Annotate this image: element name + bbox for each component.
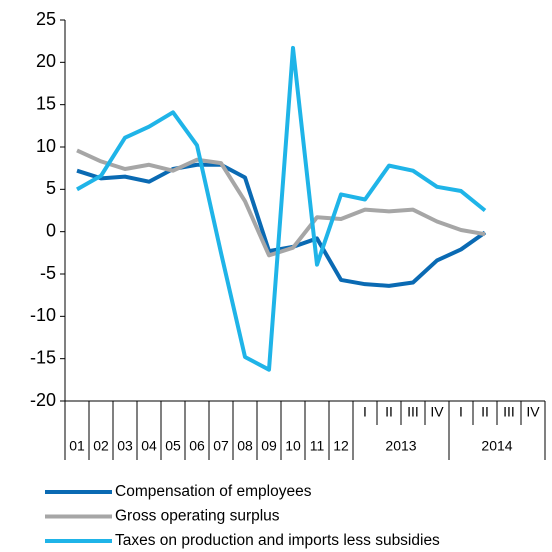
x-tick-label: 09: [261, 438, 277, 454]
x-tick-label: I: [459, 404, 463, 420]
x-tick-label: 11: [310, 438, 325, 454]
legend-label: Gross operating surplus: [115, 508, 280, 525]
x-tick-label: 10: [285, 438, 301, 454]
y-tick-label: -15: [30, 347, 56, 367]
y-tick-label: 10: [36, 136, 56, 156]
y-tick-label: -10: [30, 305, 56, 325]
x-tick-label: II: [481, 404, 489, 420]
y-tick-label: 5: [46, 178, 56, 198]
y-tick-label: 20: [36, 51, 56, 71]
y-tick-label: -20: [30, 390, 56, 410]
x-tick-label: III: [503, 404, 515, 420]
y-tick-label: 15: [36, 93, 56, 113]
x-tick-label: 06: [189, 438, 205, 454]
legend-label: Compensation of employees: [115, 483, 312, 500]
y-tick-label: 25: [36, 9, 56, 29]
x-tick-label: 12: [333, 438, 349, 454]
legend-label: Taxes on production and imports less sub…: [115, 532, 440, 549]
series-line: [76, 45, 487, 372]
x-tick-label: III: [407, 404, 419, 420]
series-line: [76, 162, 487, 288]
x-tick-label: 04: [141, 438, 157, 454]
x-tick-label: 07: [213, 438, 229, 454]
x-tick-label: 05: [165, 438, 181, 454]
x-tick-label: 02: [93, 438, 109, 454]
x-tick-label: 01: [69, 438, 85, 454]
x-tick-label: IV: [430, 404, 444, 420]
y-tick-label: -5: [40, 263, 56, 283]
group-label: 2013: [385, 438, 416, 454]
x-tick-label: II: [385, 404, 393, 420]
x-tick-label: I: [363, 404, 367, 420]
x-tick-label: 08: [237, 438, 253, 454]
x-tick-label: IV: [526, 404, 540, 420]
group-label: 2014: [481, 438, 512, 454]
x-tick-label: 03: [117, 438, 133, 454]
series-line: [76, 148, 486, 258]
y-tick-label: 0: [46, 220, 56, 240]
